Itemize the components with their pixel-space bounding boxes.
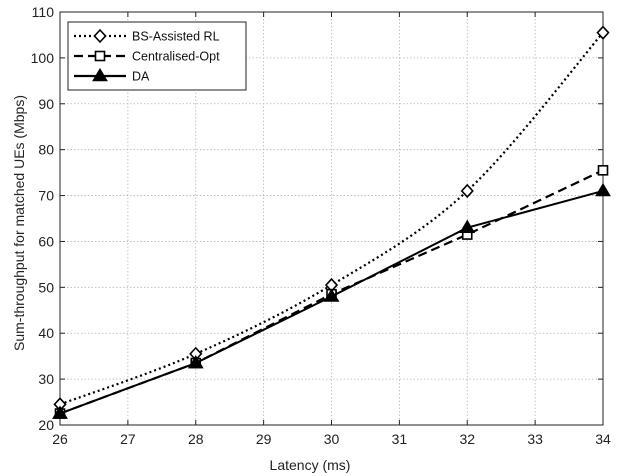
y-tick-label: 40 xyxy=(38,325,54,341)
legend-marker xyxy=(93,28,107,44)
series-da xyxy=(52,182,611,419)
data-point xyxy=(596,25,610,40)
data-point xyxy=(187,354,204,369)
legend-label: BS-Assisted RL xyxy=(132,30,220,44)
series-group xyxy=(52,25,611,419)
y-tick-label: 90 xyxy=(38,96,54,112)
y-tick-label: 20 xyxy=(38,417,54,433)
legend-item: BS-Assisted RL xyxy=(74,28,220,44)
data-point xyxy=(52,405,68,419)
legend-marker xyxy=(94,50,106,62)
x-tick-label: 30 xyxy=(324,431,340,447)
x-tick-label: 28 xyxy=(188,431,204,447)
x-tick-label: 26 xyxy=(52,431,68,447)
axis-ticks: 26 27 28 29 30 31 32 33 34 20 30 40 50 60 70 80 90 100 110 xyxy=(31,4,611,447)
x-axis-title: Latency (ms) xyxy=(270,457,351,473)
y-axis-title: Sum-throughput for matched UEs (Mbps) xyxy=(11,95,27,351)
data-point xyxy=(597,165,609,176)
x-tick-label: 34 xyxy=(595,431,611,447)
x-tick-label: 33 xyxy=(527,431,543,447)
data-point xyxy=(595,182,611,197)
series-bs-assisted-rl xyxy=(53,25,610,412)
x-tick-label: 32 xyxy=(459,431,475,447)
data-point xyxy=(460,183,474,199)
legend-label: DA xyxy=(132,70,150,84)
y-tick-label: 30 xyxy=(38,371,54,387)
data-point xyxy=(459,219,476,233)
y-tick-label: 100 xyxy=(31,50,55,66)
legend-label: Centralised-Opt xyxy=(132,50,220,64)
data-point xyxy=(323,288,340,302)
y-tick-label: 110 xyxy=(32,4,55,20)
legend: BS-Assisted RL Centralised-Opt DA xyxy=(67,21,247,91)
y-tick-label: 60 xyxy=(38,233,54,249)
x-tick-label: 27 xyxy=(120,431,136,447)
legend-item: DA xyxy=(74,67,150,84)
x-tick-label: 31 xyxy=(392,431,408,447)
y-tick-label: 50 xyxy=(38,279,54,295)
legend-item: Centralised-Opt xyxy=(74,50,220,64)
x-tick-label: 29 xyxy=(256,431,272,447)
y-tick-label: 80 xyxy=(38,142,54,158)
y-tick-label: 70 xyxy=(38,188,54,204)
legend-marker xyxy=(92,67,108,82)
